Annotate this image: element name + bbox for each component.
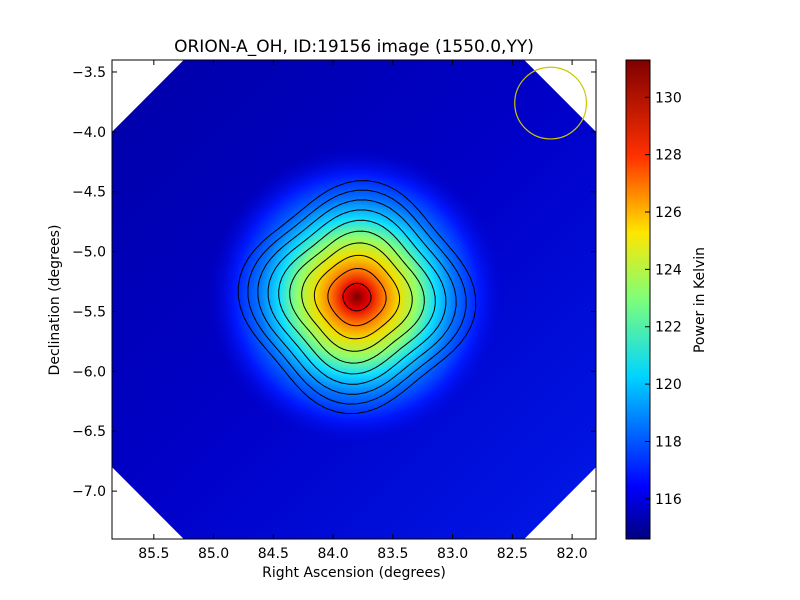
y-tick-label: −5.5 [72, 304, 106, 320]
contour-level-2 [247, 189, 467, 405]
colorbar-tick-label: 116 [655, 492, 682, 508]
contour-level-10 [342, 282, 372, 312]
x-tick-label: 84.0 [318, 546, 349, 562]
x-axis-label: Right Ascension (degrees) [262, 565, 446, 581]
contour-level-6 [289, 230, 425, 364]
colorbar-tick-label: 130 [655, 90, 682, 106]
contour-level-8 [313, 254, 401, 340]
beam-marker [514, 66, 588, 140]
y-tick-label: −5.0 [72, 245, 106, 261]
colorbar-ticks: 116 118 120 122 124 126 128 130 [645, 90, 682, 508]
colorbar-tick-label: 120 [655, 377, 682, 393]
contour-level-3 [257, 199, 457, 395]
x-axis: 85.5 85.0 84.5 84.0 83.5 83.0 82.5 82.0 [138, 60, 588, 562]
x-tick-label: 83.5 [377, 546, 408, 562]
contour-lines [237, 180, 477, 415]
contour-level-1 [237, 180, 477, 415]
x-tick-label: 82.0 [557, 546, 588, 562]
colorbar-ramp [625, 59, 651, 540]
y-tick-label: −6.5 [72, 424, 106, 440]
x-tick-label: 85.0 [198, 546, 229, 562]
y-axis-label: Declination (degrees) [47, 225, 63, 376]
y-tick-label: −7.0 [72, 484, 106, 500]
colorbar-tick-label: 128 [655, 148, 682, 164]
contour-level-7 [301, 242, 413, 352]
x-tick-label: 82.5 [497, 546, 528, 562]
contour-level-9 [327, 267, 387, 327]
plot-frame [111, 59, 597, 540]
plot-area [112, 60, 596, 539]
contour-level-4 [267, 209, 447, 385]
y-tick-label: −6.0 [72, 364, 106, 380]
colorbar-tick-label: 124 [655, 262, 682, 278]
colorbar-tick-label: 126 [655, 205, 682, 221]
y-tick-label: −4.0 [72, 125, 106, 141]
x-tick-label: 84.5 [258, 546, 289, 562]
colorbar: 116 118 120 122 124 126 128 130 Power in Kelvin [625, 59, 708, 540]
source-emission [206, 147, 507, 448]
colorbar-tick-label: 122 [655, 320, 682, 336]
y-tick-label: −4.5 [72, 185, 106, 201]
y-axis: −3.5 −4.0 −4.5 −5.0 −5.5 −6.0 −6.5 −7.0 [72, 65, 596, 500]
chart-title: ORION-A_OH, ID:19156 image (1550.0,YY) [174, 37, 534, 57]
colorbar-tick-label: 118 [655, 434, 682, 450]
colorbar-label: Power in Kelvin [692, 247, 708, 353]
contour-level-5 [278, 219, 436, 375]
x-tick-label: 83.0 [437, 546, 468, 562]
x-tick-label: 85.5 [138, 546, 169, 562]
y-tick-label: −3.5 [72, 65, 106, 81]
